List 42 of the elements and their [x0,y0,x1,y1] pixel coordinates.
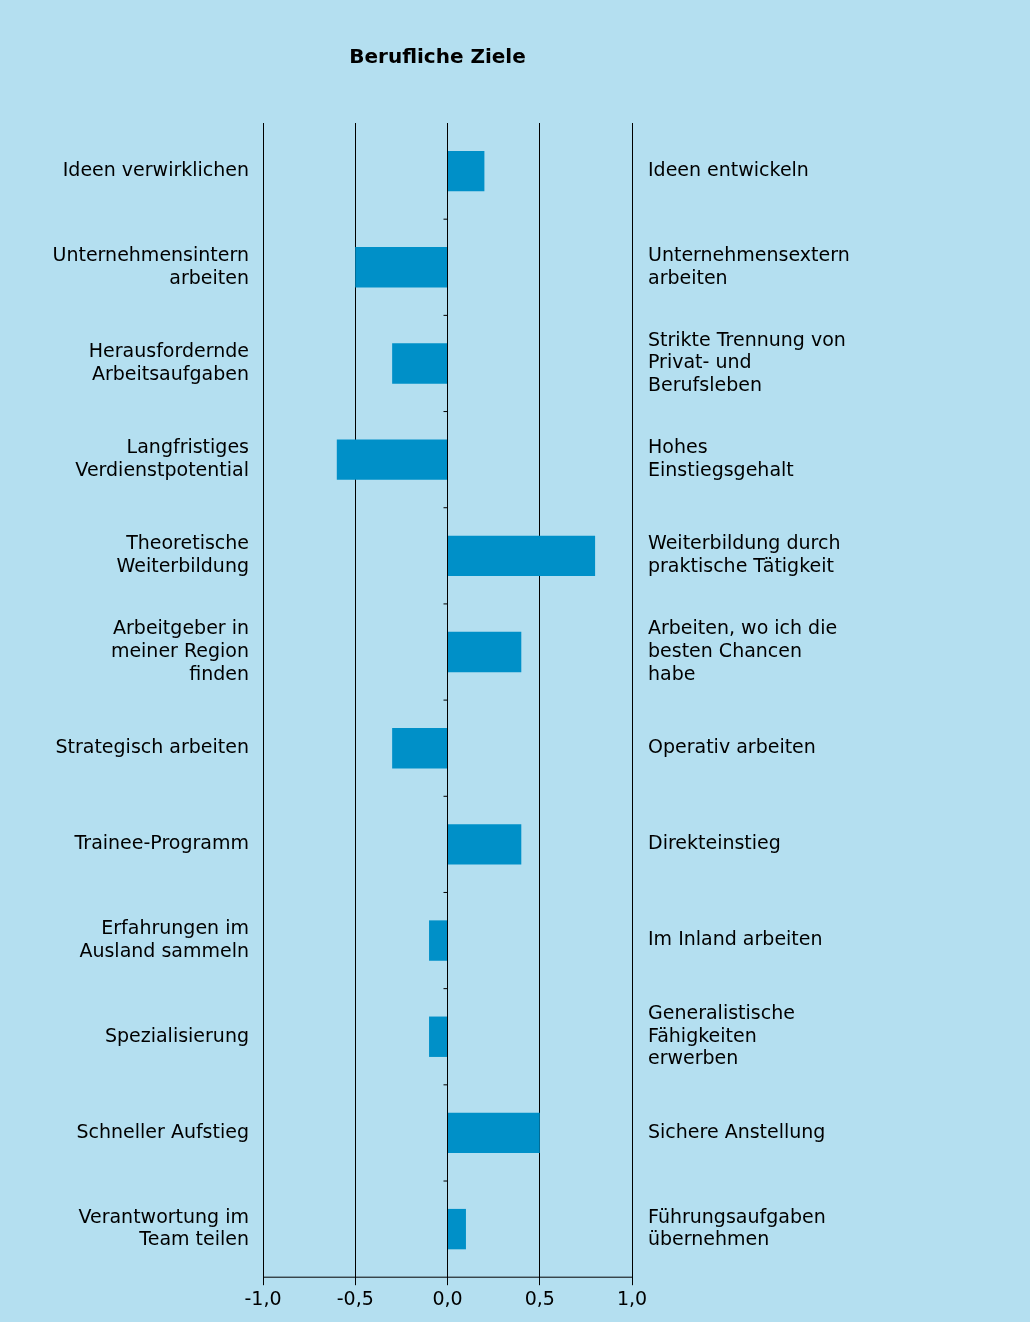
bar [355,247,447,288]
bar [448,631,522,673]
y2-tick-label: Operativ arbeiten [648,735,816,758]
chart-title: Berufliche Ziele [349,44,526,69]
y-tick-label: Langfristiges Verdienstpotential [75,435,249,480]
y-tick-label: Erfahrungen im Ausland sammeln [79,916,249,961]
bar [448,1208,466,1250]
y2-tick-label: Strikte Trennung von Privat- und Berufsleben [648,327,846,396]
bar [429,920,447,961]
y-tick-label: Verantwortung im Team teilen [78,1204,249,1250]
y-tick-label: Schneller Aufstieg [76,1119,249,1142]
bar [448,1112,540,1154]
y2-tick-label: Arbeiten, wo ich die besten Chancen habe [648,616,838,684]
y-tick-label: Arbeitgeber in meiner Region finden [110,616,249,684]
y2-tick-label: Direkteinstieg [648,831,781,854]
y2-tick-label: Hohes Einstiegsgehalt [648,435,794,480]
bar [448,824,522,865]
x-tick-label: 0,0 [432,1286,463,1309]
bar [392,727,447,769]
y-tick-label: Ideen verwirklichen [62,158,249,181]
y-tick-label: Unternehmensintern arbeiten [52,242,249,288]
y2-tick-label: Ideen entwickeln [648,158,809,181]
y-tick-label: Theoretische Weiterbildung [116,531,249,577]
x-tick-label: 0,5 [524,1286,555,1309]
y2-tick-label: Sichere Anstellung [648,1119,826,1142]
x-tick-label: 1,0 [616,1286,648,1309]
bar [336,439,447,480]
y2-tick-label: Im Inland arbeiten [648,927,823,950]
y2-tick-label: Generalistische Fähigkeiten erwerben [648,1000,795,1069]
bar [448,150,485,192]
x-tick-label: -0,5 [336,1286,374,1309]
y-tick-label: Strategisch arbeiten [55,735,249,758]
y-tick-label: Trainee-Programm [73,831,249,854]
y-tick-label: Spezialisierung [104,1023,249,1046]
bar [429,1016,447,1057]
x-tick-label: -1,0 [244,1286,282,1309]
y2-tick-label: Unternehmensextern arbeiten [648,242,850,288]
bar [448,535,596,577]
y-tick-label: Herausfordernde Arbeitsaufgaben [88,339,249,384]
bar [392,343,447,384]
y2-tick-label: Führungsaufgaben übernehmen [648,1204,826,1250]
y2-tick-label: Weiterbildung durch praktische Tätigkeit [648,531,841,577]
